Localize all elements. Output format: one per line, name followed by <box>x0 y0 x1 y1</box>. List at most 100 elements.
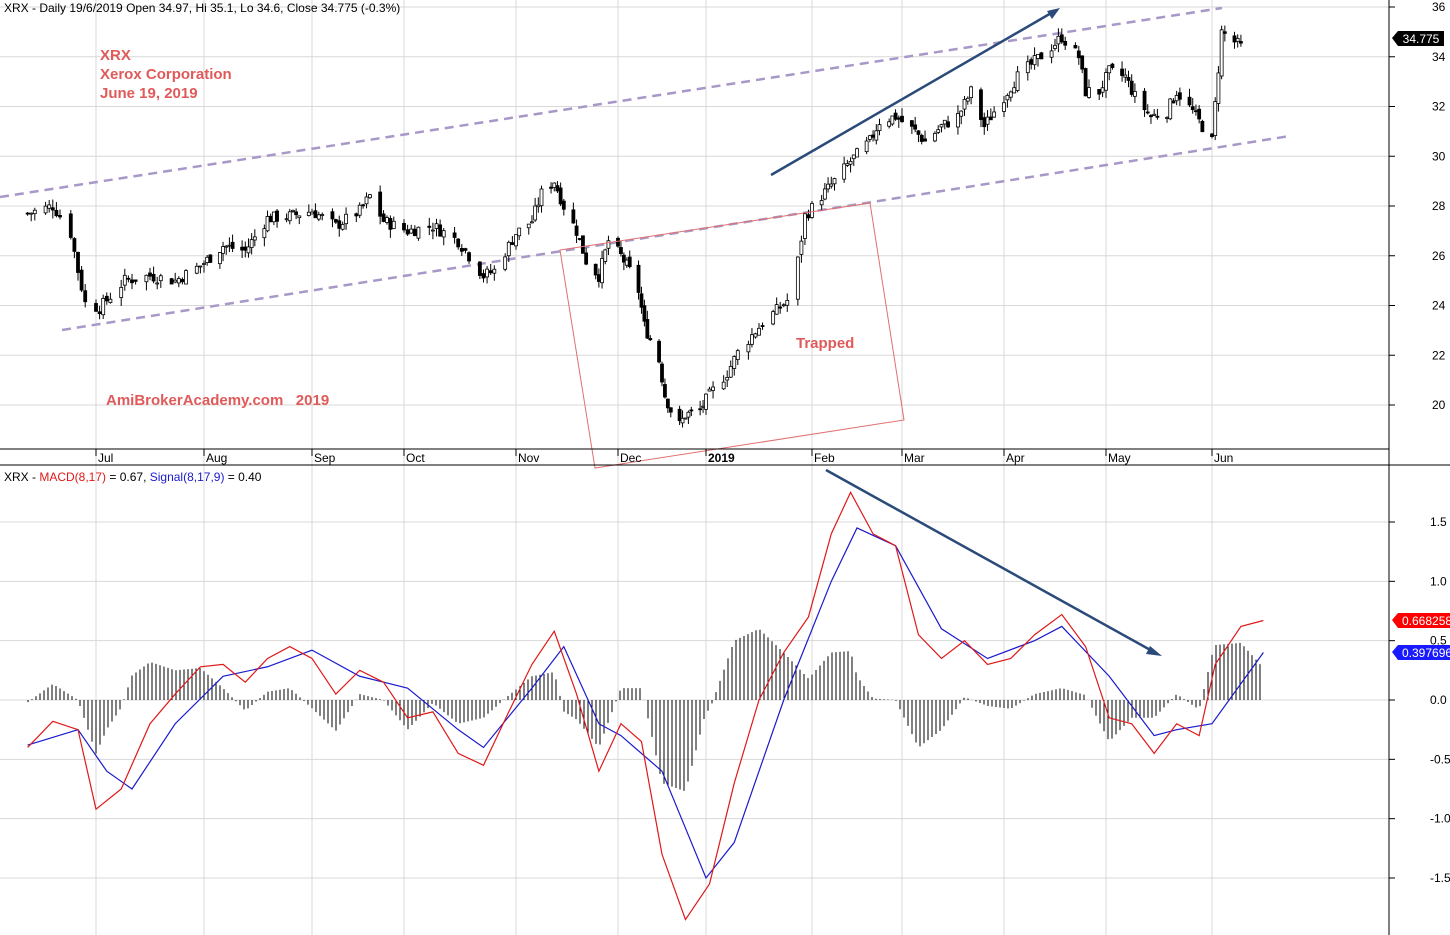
candle <box>1216 66 1221 112</box>
candle <box>965 96 970 105</box>
candle <box>409 224 414 234</box>
price-uptrend-arrowhead <box>1047 8 1060 19</box>
candle <box>1073 42 1078 49</box>
candle <box>76 251 80 281</box>
price-header: XRX - Daily 19/6/2019 Open 34.97, Hi 35.… <box>4 1 400 15</box>
candle <box>721 375 726 390</box>
candle <box>1015 66 1020 93</box>
price-y-tick-label: 26 <box>1432 249 1446 263</box>
candle <box>584 247 589 266</box>
candle <box>785 293 790 312</box>
candle <box>530 215 534 224</box>
candle <box>913 116 918 133</box>
candle <box>822 182 827 201</box>
candle <box>155 276 160 290</box>
candle <box>1005 93 1010 108</box>
candle <box>539 185 544 213</box>
candle <box>1190 98 1195 114</box>
annotation-website: AmiBrokerAcademy.com 2019 <box>106 392 329 409</box>
candle <box>707 386 712 392</box>
signal-value-badge: 0.397696 <box>1392 645 1450 660</box>
price-y-tick-label: 24 <box>1432 299 1446 313</box>
candle <box>412 225 417 237</box>
candle <box>959 110 964 125</box>
candle <box>25 212 30 216</box>
candle <box>173 272 178 284</box>
candle <box>294 208 299 220</box>
candle <box>459 244 464 256</box>
macd-line <box>27 490 1264 921</box>
trap-box <box>559 202 905 469</box>
candle <box>558 182 563 207</box>
candle <box>485 266 489 284</box>
candle <box>829 176 834 189</box>
candle <box>956 105 960 135</box>
candle <box>781 303 786 308</box>
candle <box>194 262 199 275</box>
candle <box>657 339 661 364</box>
candle <box>1080 55 1085 74</box>
candle <box>732 355 737 376</box>
candle <box>1213 97 1218 141</box>
month-label: Dec <box>620 451 641 465</box>
candle <box>316 211 321 222</box>
candle <box>689 406 694 417</box>
candle <box>29 212 34 222</box>
candle <box>639 286 644 314</box>
candle <box>855 147 859 158</box>
candle <box>1104 68 1108 99</box>
candle <box>1032 47 1037 70</box>
candle <box>750 328 754 348</box>
candle <box>663 378 667 399</box>
candle <box>416 226 421 241</box>
candle <box>246 238 251 258</box>
price-y-tick-label: 34 <box>1432 50 1446 64</box>
candle <box>642 299 647 327</box>
candle <box>603 248 608 265</box>
candle <box>488 263 493 275</box>
candle <box>648 335 653 342</box>
macd-y-tick-label: -1.0 <box>1430 812 1450 826</box>
candle <box>819 194 824 211</box>
candle <box>735 348 740 365</box>
candle <box>130 273 134 290</box>
month-label: May <box>1108 451 1131 465</box>
candle <box>725 370 730 387</box>
price-y-tick-label: 22 <box>1432 348 1446 362</box>
candle <box>1155 108 1160 120</box>
close-price-badge: 34.775 <box>1392 31 1444 46</box>
candle <box>184 269 188 285</box>
candle <box>1097 89 1102 101</box>
candle <box>1168 98 1173 121</box>
candle <box>467 251 471 264</box>
candle <box>368 193 372 199</box>
candle <box>344 207 348 230</box>
candle <box>890 115 895 126</box>
candle <box>405 224 410 236</box>
candle <box>291 209 295 213</box>
candle <box>510 236 515 246</box>
candle <box>900 108 904 123</box>
annotation-ticker: XRX <box>100 47 131 64</box>
candle <box>1126 70 1131 88</box>
candle <box>1076 45 1081 65</box>
candle <box>621 252 626 271</box>
candle <box>778 301 783 314</box>
candle <box>826 177 830 193</box>
candle <box>262 224 267 247</box>
candle <box>533 197 538 222</box>
annotation-company: Xerox Corporation <box>100 66 232 83</box>
candle <box>378 185 383 225</box>
candle <box>919 133 924 145</box>
price-uptrend-arrow <box>770 10 1054 177</box>
candle <box>83 284 88 308</box>
candle <box>668 407 673 418</box>
candle <box>939 123 944 133</box>
signal-header-label: Signal(8,17,9) <box>150 470 225 484</box>
candle <box>645 310 650 340</box>
candle <box>848 157 853 173</box>
candle <box>265 210 270 233</box>
trapped-region-box <box>559 202 905 469</box>
candle <box>636 260 641 300</box>
candle <box>47 200 52 213</box>
